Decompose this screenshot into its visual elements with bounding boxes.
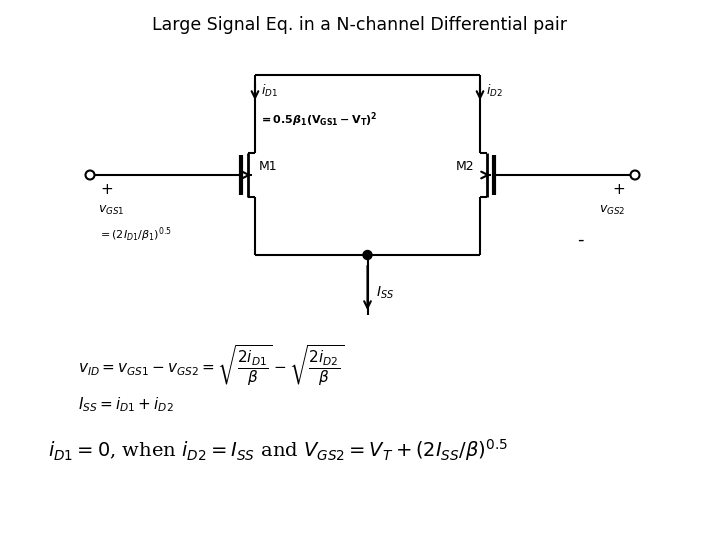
Text: $i_{D1}$: $i_{D1}$ [261,83,278,99]
Text: $i_{D1}=0$, when $i_{D2}=I_{SS}$ and $V_{GS2}=V_T+(2I_{SS}/\beta)^{0.5}$: $i_{D1}=0$, when $i_{D2}=I_{SS}$ and $V_… [48,437,508,463]
Text: $v_{GS2}$: $v_{GS2}$ [598,204,625,217]
Text: $\mathbf{=0.5}\boldsymbol{\beta}_\mathbf{1}\mathbf{(V_{GS1}-V_T)^2}$: $\mathbf{=0.5}\boldsymbol{\beta}_\mathbf… [259,110,377,129]
Text: $v_{GS1}$: $v_{GS1}$ [98,204,125,217]
Text: $i_{D2}$: $i_{D2}$ [486,83,503,99]
Text: +: + [612,183,625,198]
Text: Large Signal Eq. in a N-channel Differential pair: Large Signal Eq. in a N-channel Differen… [153,16,567,34]
Text: $=(2I_{D1}/\beta_1)^{0.5}$: $=(2I_{D1}/\beta_1)^{0.5}$ [98,226,172,244]
Circle shape [363,251,372,260]
Text: +: + [100,183,113,198]
Text: -: - [577,231,583,249]
Text: M2: M2 [455,160,474,173]
Text: $v_{ID} = v_{GS1} - v_{GS2} = \sqrt{\dfrac{2i_{D1}}{\beta}} - \sqrt{\dfrac{2i_{D: $v_{ID} = v_{GS1} - v_{GS2} = \sqrt{\dfr… [78,343,344,387]
Text: $I_{SS}$: $I_{SS}$ [376,285,394,301]
Text: M1: M1 [259,160,278,173]
Text: $I_{SS} = i_{D1} + i_{D2}$: $I_{SS} = i_{D1} + i_{D2}$ [78,396,174,414]
